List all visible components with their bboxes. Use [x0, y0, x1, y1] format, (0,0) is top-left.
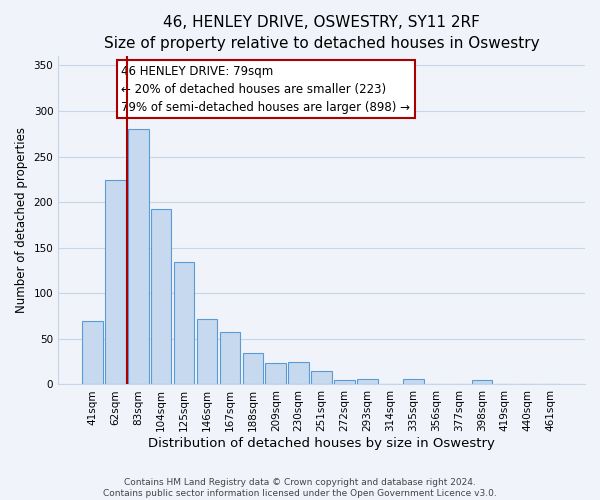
Title: 46, HENLEY DRIVE, OSWESTRY, SY11 2RF
Size of property relative to detached house: 46, HENLEY DRIVE, OSWESTRY, SY11 2RF Siz… — [104, 15, 539, 51]
Bar — [289, 362, 309, 384]
Bar — [357, 379, 378, 384]
Bar — [242, 354, 263, 384]
Bar — [82, 320, 103, 384]
Bar — [403, 379, 424, 384]
X-axis label: Distribution of detached houses by size in Oswestry: Distribution of detached houses by size … — [148, 437, 495, 450]
Bar — [472, 380, 493, 384]
Bar — [128, 129, 149, 384]
Bar — [105, 180, 125, 384]
Bar — [311, 371, 332, 384]
Bar — [265, 362, 286, 384]
Text: 46 HENLEY DRIVE: 79sqm
← 20% of detached houses are smaller (223)
79% of semi-de: 46 HENLEY DRIVE: 79sqm ← 20% of detached… — [121, 64, 410, 114]
Bar — [151, 208, 172, 384]
Bar — [220, 332, 240, 384]
Y-axis label: Number of detached properties: Number of detached properties — [15, 128, 28, 314]
Bar — [334, 380, 355, 384]
Bar — [174, 262, 194, 384]
Bar — [197, 319, 217, 384]
Text: Contains HM Land Registry data © Crown copyright and database right 2024.
Contai: Contains HM Land Registry data © Crown c… — [103, 478, 497, 498]
